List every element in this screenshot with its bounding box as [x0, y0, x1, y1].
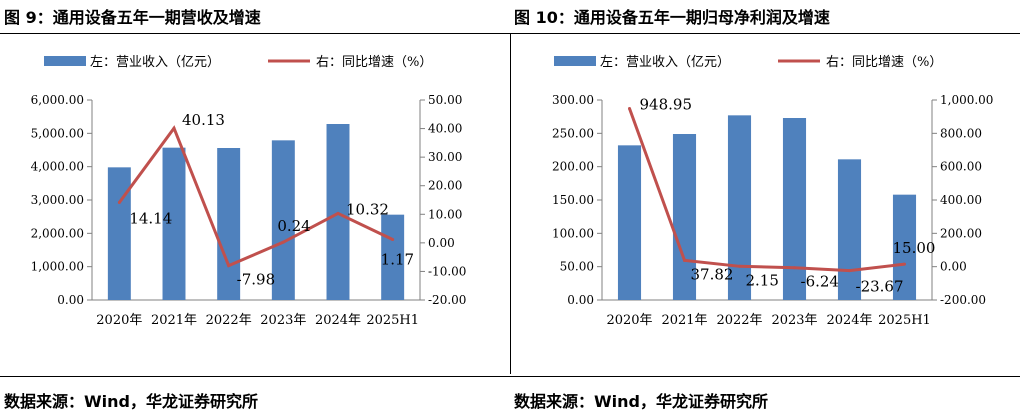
left-tick-label: 5,000.00 [31, 126, 84, 140]
right-tick-label: 1,000.00 [940, 93, 993, 107]
legend-bar-swatch [44, 56, 86, 66]
growth-point [336, 211, 340, 215]
left-tick-label: 1,000.00 [31, 260, 84, 274]
left-tick-label: 0.00 [567, 293, 594, 307]
bar [672, 134, 697, 300]
bar [727, 115, 752, 300]
right-tick-label: 50.00 [428, 93, 462, 107]
right-tick-label: 0.00 [428, 236, 455, 250]
growth-point [683, 258, 686, 262]
bar [617, 145, 642, 300]
top-rule [0, 33, 1020, 34]
growth-point [172, 126, 176, 130]
left-tick-label: 150.00 [552, 193, 594, 207]
x-tick-label: 2023年 [771, 313, 817, 328]
growth-data-label: -23.67 [856, 278, 904, 296]
bar [271, 140, 295, 300]
left-tick-label: 2,000.00 [31, 226, 84, 240]
figure-10-source: 数据来源：Wind，华龙证券研究所 [514, 392, 768, 411]
growth-data-label: 15.00 [893, 239, 936, 257]
legend: 左：营业收入（亿元） 右：同比增速（%） [554, 55, 942, 70]
right-tick-label: 600.00 [940, 160, 982, 174]
legend-line-label: 右：同比增速（%） [316, 55, 432, 70]
left-tick-label: 6,000.00 [31, 93, 84, 107]
right-tick-label: 10.00 [428, 207, 462, 221]
x-tick-label: 2021年 [661, 313, 707, 328]
left-tick-label: 200.00 [552, 160, 594, 174]
figure-9-title: 图 9：通用设备五年一期营收及增速 [4, 8, 261, 27]
figure-9-source: 数据来源：Wind，华龙证券研究所 [4, 392, 258, 411]
bar [892, 194, 917, 300]
right-tick-label: 200.00 [940, 226, 982, 240]
left-tick-label: 50.00 [560, 260, 594, 274]
figure-10-title: 图 10：通用设备五年一期归母净利润及增速 [514, 8, 830, 27]
growth-point [738, 264, 741, 268]
x-tick-label: 2023年 [260, 313, 306, 328]
x-tick-label: 2025H1 [878, 313, 931, 328]
growth-data-label: 2.15 [746, 271, 779, 289]
growth-point [227, 264, 231, 268]
left-tick-label: 250.00 [552, 126, 594, 140]
x-tick-label: 2020年 [606, 313, 652, 328]
x-tick-label: 2021年 [151, 313, 197, 328]
right-tick-label: 30.00 [428, 150, 462, 164]
right-tick-label: 40.00 [428, 122, 462, 136]
right-tick-label: 20.00 [428, 179, 462, 193]
right-tick-label: 0.00 [940, 260, 967, 274]
figure-10-panel: 图 10：通用设备五年一期归母净利润及增速 左：营业收入（亿元） 右：同比增速（%… [510, 0, 1020, 411]
left-tick-label: 0.00 [57, 293, 84, 307]
x-tick-label: 2024年 [826, 313, 872, 328]
growth-line [628, 107, 905, 273]
growth-point [793, 266, 796, 270]
x-tick-label: 2025H1 [366, 313, 419, 328]
growth-point [903, 262, 906, 266]
left-tick-label: 100.00 [552, 226, 594, 240]
bar [837, 159, 862, 300]
figure-9-chart: 左：营业收入（亿元） 右：同比增速（%） 0.00 1,000.00 2,000.00 3… [31, 55, 467, 328]
bar [107, 167, 131, 300]
growth-data-label: 14.14 [129, 209, 172, 227]
figure-9-panel: 图 9：通用设备五年一期营收及增速 左：营业收入（亿元） 右：同比增速（%） 0.0… [0, 0, 510, 411]
x-tick-label: 2022年 [716, 313, 762, 328]
growth-data-label: -6.24 [801, 273, 839, 291]
growth-data-label: 10.32 [346, 200, 389, 218]
x-tick-label: 2024年 [315, 313, 361, 328]
growth-point [628, 107, 631, 111]
legend-bar-label: 左：营业收入（亿元） [90, 55, 220, 70]
legend-line-label: 右：同比增速（%） [826, 55, 942, 70]
right-tick-label: -20.00 [428, 293, 466, 307]
bottom-rule [0, 376, 1020, 377]
growth-data-label: -7.98 [237, 271, 275, 289]
growth-point [391, 238, 395, 242]
left-tick-label: 3,000.00 [31, 193, 84, 207]
growth-point [281, 240, 285, 244]
growth-point [117, 200, 121, 204]
legend: 左：营业收入（亿元） 右：同比增速（%） [44, 55, 432, 70]
legend-bar-label: 左：营业收入（亿元） [600, 55, 730, 70]
right-tick-label: -200.00 [940, 293, 986, 307]
growth-point [848, 269, 851, 273]
right-tick-label: -10.00 [428, 264, 466, 278]
left-tick-label: 4,000.00 [31, 160, 84, 174]
right-tick-label: 800.00 [940, 126, 982, 140]
growth-line [118, 125, 394, 268]
bar [162, 147, 186, 300]
growth-data-label: 40.13 [182, 111, 225, 129]
x-tick-label: 2020年 [96, 313, 142, 328]
figure-10-chart: 左：营业收入（亿元） 右：同比增速（%） 0.00 50.00 100.00 150.00… [552, 55, 993, 328]
x-tick-label: 2022年 [206, 313, 252, 328]
growth-data-label: 1.17 [381, 251, 414, 269]
growth-data-label: 948.95 [640, 96, 693, 114]
bar [782, 118, 807, 300]
growth-data-label: 37.82 [691, 265, 734, 283]
right-tick-label: 400.00 [940, 193, 982, 207]
panel-divider [510, 34, 511, 374]
left-tick-label: 300.00 [552, 93, 594, 107]
growth-data-label: 0.24 [277, 217, 310, 235]
legend-bar-swatch [554, 56, 596, 66]
